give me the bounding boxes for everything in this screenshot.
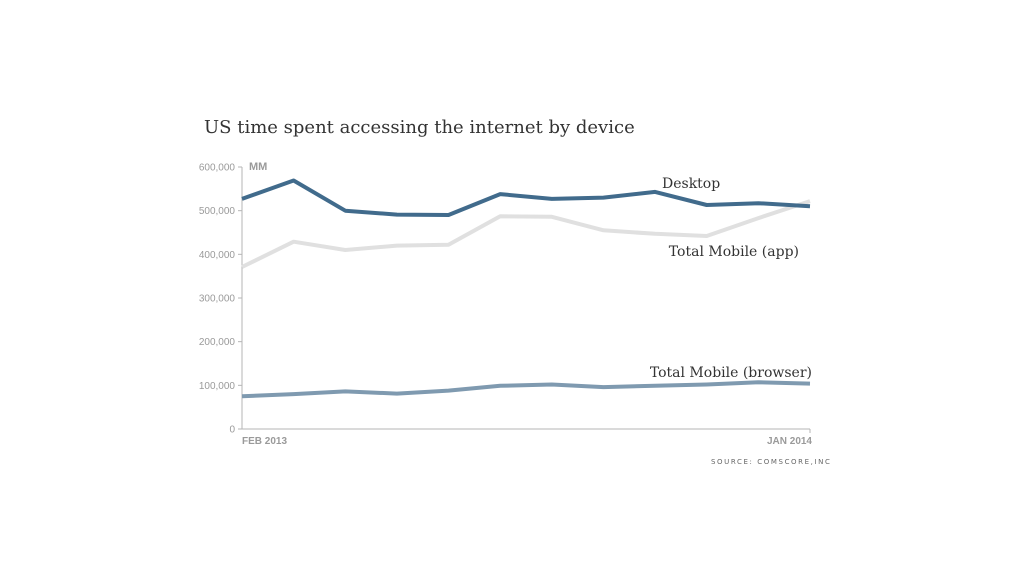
desktop-series-line	[241, 178, 811, 217]
y-tick-label: 400,000	[199, 250, 236, 261]
x-tick-label: FEB 2013	[242, 436, 287, 447]
x-tick-label: JAN 2014	[767, 436, 812, 447]
desktop-label: Desktop	[662, 176, 720, 192]
mobile-browser-label: Total Mobile (browser)	[650, 365, 812, 381]
y-tick-label: 300,000	[199, 294, 236, 305]
mobile-app-series-line	[241, 199, 811, 269]
mobile-browser-series-line	[241, 380, 811, 399]
mobile-app-label: Total Mobile (app)	[669, 244, 799, 260]
y-tick-label: 0	[229, 425, 235, 436]
y-tick-label: 200,000	[199, 337, 236, 348]
series-labels: Desktop Total Mobile (app) Total Mobile (b…	[650, 176, 812, 381]
chart-title: US time spent accessing the internet by …	[204, 117, 635, 138]
y-unit-label: MM	[249, 161, 267, 173]
y-tick-label: 600,000	[199, 163, 236, 174]
y-tick-label: 100,000	[199, 381, 236, 392]
source-note: SOURCE: COMSCORE,INC	[711, 458, 832, 466]
y-tick-label: 500,000	[199, 206, 236, 217]
series-lines	[241, 178, 811, 399]
axes: 0 100,000 200,000 300,000 400,000 500,000 600,…	[199, 161, 813, 447]
